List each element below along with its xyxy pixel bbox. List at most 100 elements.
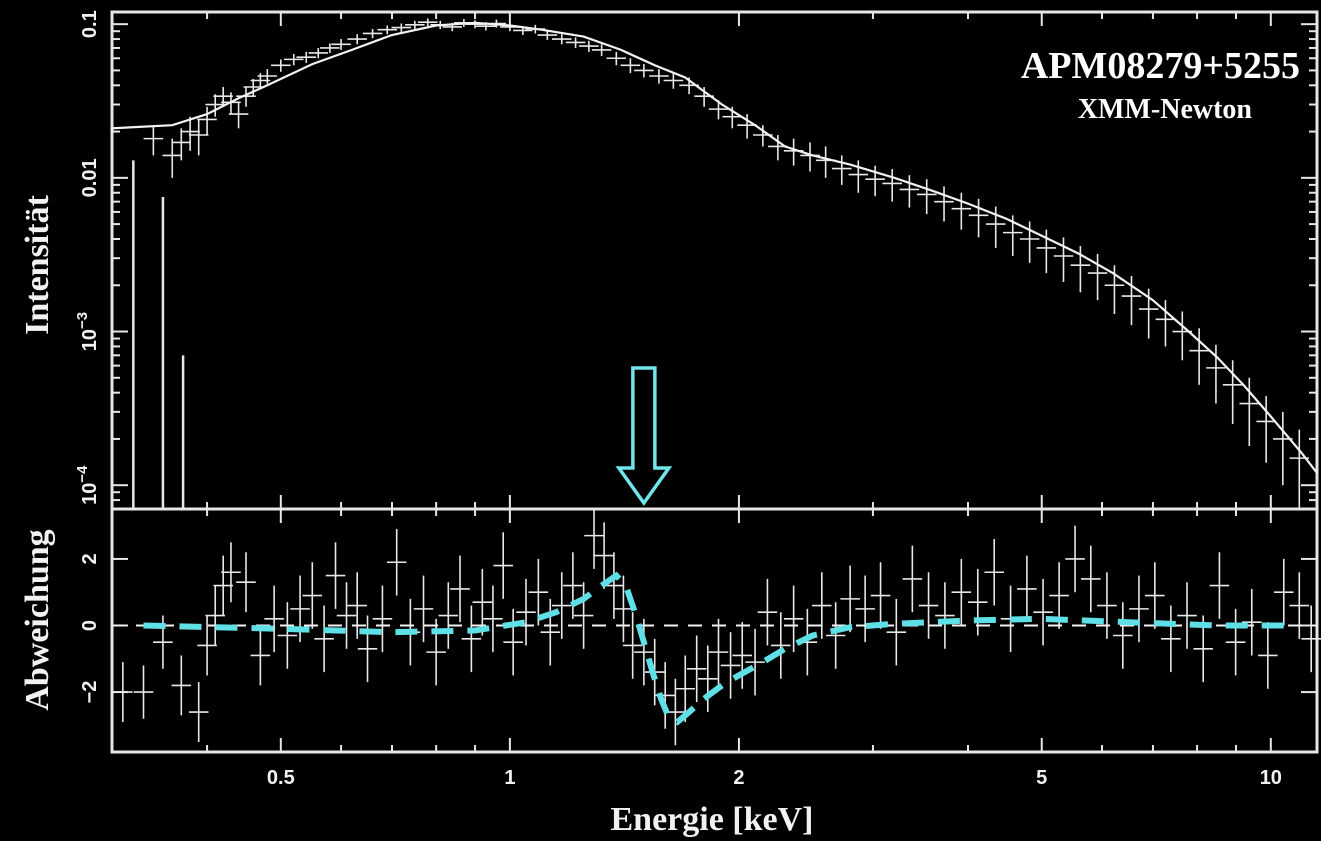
residual-point	[902, 545, 923, 613]
spectrum-point	[391, 23, 412, 32]
residual-point	[783, 585, 804, 653]
y-tick-label-bottom: 0	[79, 620, 101, 631]
x-tick-label: 5	[1036, 767, 1047, 789]
y-tick-label-top: 10−4	[74, 465, 101, 505]
residual-point	[675, 655, 696, 723]
spectrum-point	[1189, 328, 1209, 385]
residual-point	[493, 532, 513, 599]
spectrum-point	[1155, 300, 1176, 347]
spectrum-point	[620, 58, 641, 74]
residual-point	[935, 582, 955, 649]
spectrum-point	[271, 59, 291, 72]
y-tick-label-top-group: 0.01	[79, 158, 101, 197]
spectrum-point	[865, 165, 885, 197]
residual-point	[277, 602, 298, 669]
spectrum-model-line	[110, 21, 1318, 474]
spectrum-point	[377, 25, 398, 35]
residual-point	[886, 598, 907, 666]
residual-point	[563, 552, 583, 619]
spectrum-point	[934, 186, 954, 222]
residual-point	[855, 575, 875, 643]
residual-point	[1113, 602, 1133, 669]
spectrum-point	[284, 53, 304, 66]
x-tick-label: 10	[1260, 767, 1282, 789]
spectrum-point	[1239, 377, 1260, 446]
spectrum-point	[848, 160, 869, 193]
residual-point	[472, 568, 493, 636]
spectrum-point	[1222, 360, 1243, 425]
residual-point	[197, 615, 217, 676]
y-tick-label-bottom-group: 0	[79, 620, 101, 631]
spectrum-data-points	[143, 18, 1310, 509]
y-tick-label-top: 0.01	[79, 158, 101, 197]
residual-point	[250, 625, 271, 686]
residual-point	[1241, 588, 1262, 656]
spectrum-point	[308, 47, 329, 59]
x-axis-label: Energie [keV]	[610, 801, 813, 838]
residual-point	[528, 558, 549, 626]
residual-point	[1301, 605, 1321, 673]
residual-point	[720, 632, 741, 699]
spectrum-point	[162, 138, 183, 178]
residual-point	[1209, 552, 1230, 619]
spectrum-point	[205, 94, 225, 117]
residual-point	[604, 552, 624, 619]
residual-point	[516, 578, 536, 646]
residual-point	[757, 578, 778, 646]
spectrum-point	[882, 169, 902, 202]
spectrum-point	[171, 128, 192, 161]
y-tick-label-bottom-group: 2	[79, 553, 101, 564]
spectrum-point	[1070, 246, 1091, 293]
y-tick-label-bottom-group: −2	[79, 681, 101, 704]
residual-point	[171, 655, 192, 716]
residual-point	[732, 622, 752, 689]
spectrum-point	[565, 37, 586, 48]
spectrum-point	[899, 175, 920, 208]
residual-point	[236, 552, 256, 613]
residual-point	[825, 602, 846, 669]
spectrum-point	[1206, 344, 1226, 404]
residual-point	[133, 665, 154, 719]
residual-point	[461, 605, 482, 673]
residual-point	[1081, 545, 1101, 613]
y-tick-label-bottom: −2	[79, 681, 101, 704]
y-tick-label-top-group: 10−3	[74, 312, 101, 351]
y-tick-label-bottom: 2	[79, 553, 101, 564]
residual-point	[1161, 605, 1181, 673]
residual-point	[113, 662, 133, 723]
spectrum-point	[296, 51, 317, 63]
y-axis-label-bottom: Abweichung	[19, 529, 56, 710]
residual-point	[264, 585, 284, 653]
residual-point	[840, 565, 860, 633]
residual-point	[812, 572, 832, 639]
spectrum-point	[916, 179, 937, 215]
axis-ticks	[111, 12, 1317, 752]
spectrum-point	[197, 106, 217, 136]
residual-point	[984, 538, 1004, 606]
residual-point	[540, 598, 561, 666]
x-tick-label: 1	[504, 767, 515, 789]
residual-point	[1145, 562, 1165, 629]
residual-point	[1033, 578, 1053, 646]
residual-point	[336, 582, 357, 649]
spectrum-point	[1087, 253, 1108, 301]
residual-point	[450, 555, 470, 623]
spectrum-point	[1121, 275, 1142, 326]
spectrum-point	[551, 34, 572, 45]
residual-point	[1274, 558, 1294, 626]
residual-point	[372, 585, 393, 653]
residual-point	[951, 558, 972, 626]
spectrum-point	[815, 146, 836, 178]
spectrum-point	[188, 119, 209, 156]
spectrum-point	[634, 64, 654, 78]
spectrum-point	[968, 198, 989, 238]
spectrum-point	[1053, 237, 1074, 283]
residual-point	[594, 522, 614, 589]
spectrum-point	[320, 43, 340, 53]
residual-point	[686, 635, 707, 703]
residual-point	[413, 575, 434, 643]
spectrum-point	[579, 40, 599, 52]
residual-point	[1017, 555, 1037, 623]
y-tick-label-top-group: 10−4	[74, 465, 101, 505]
